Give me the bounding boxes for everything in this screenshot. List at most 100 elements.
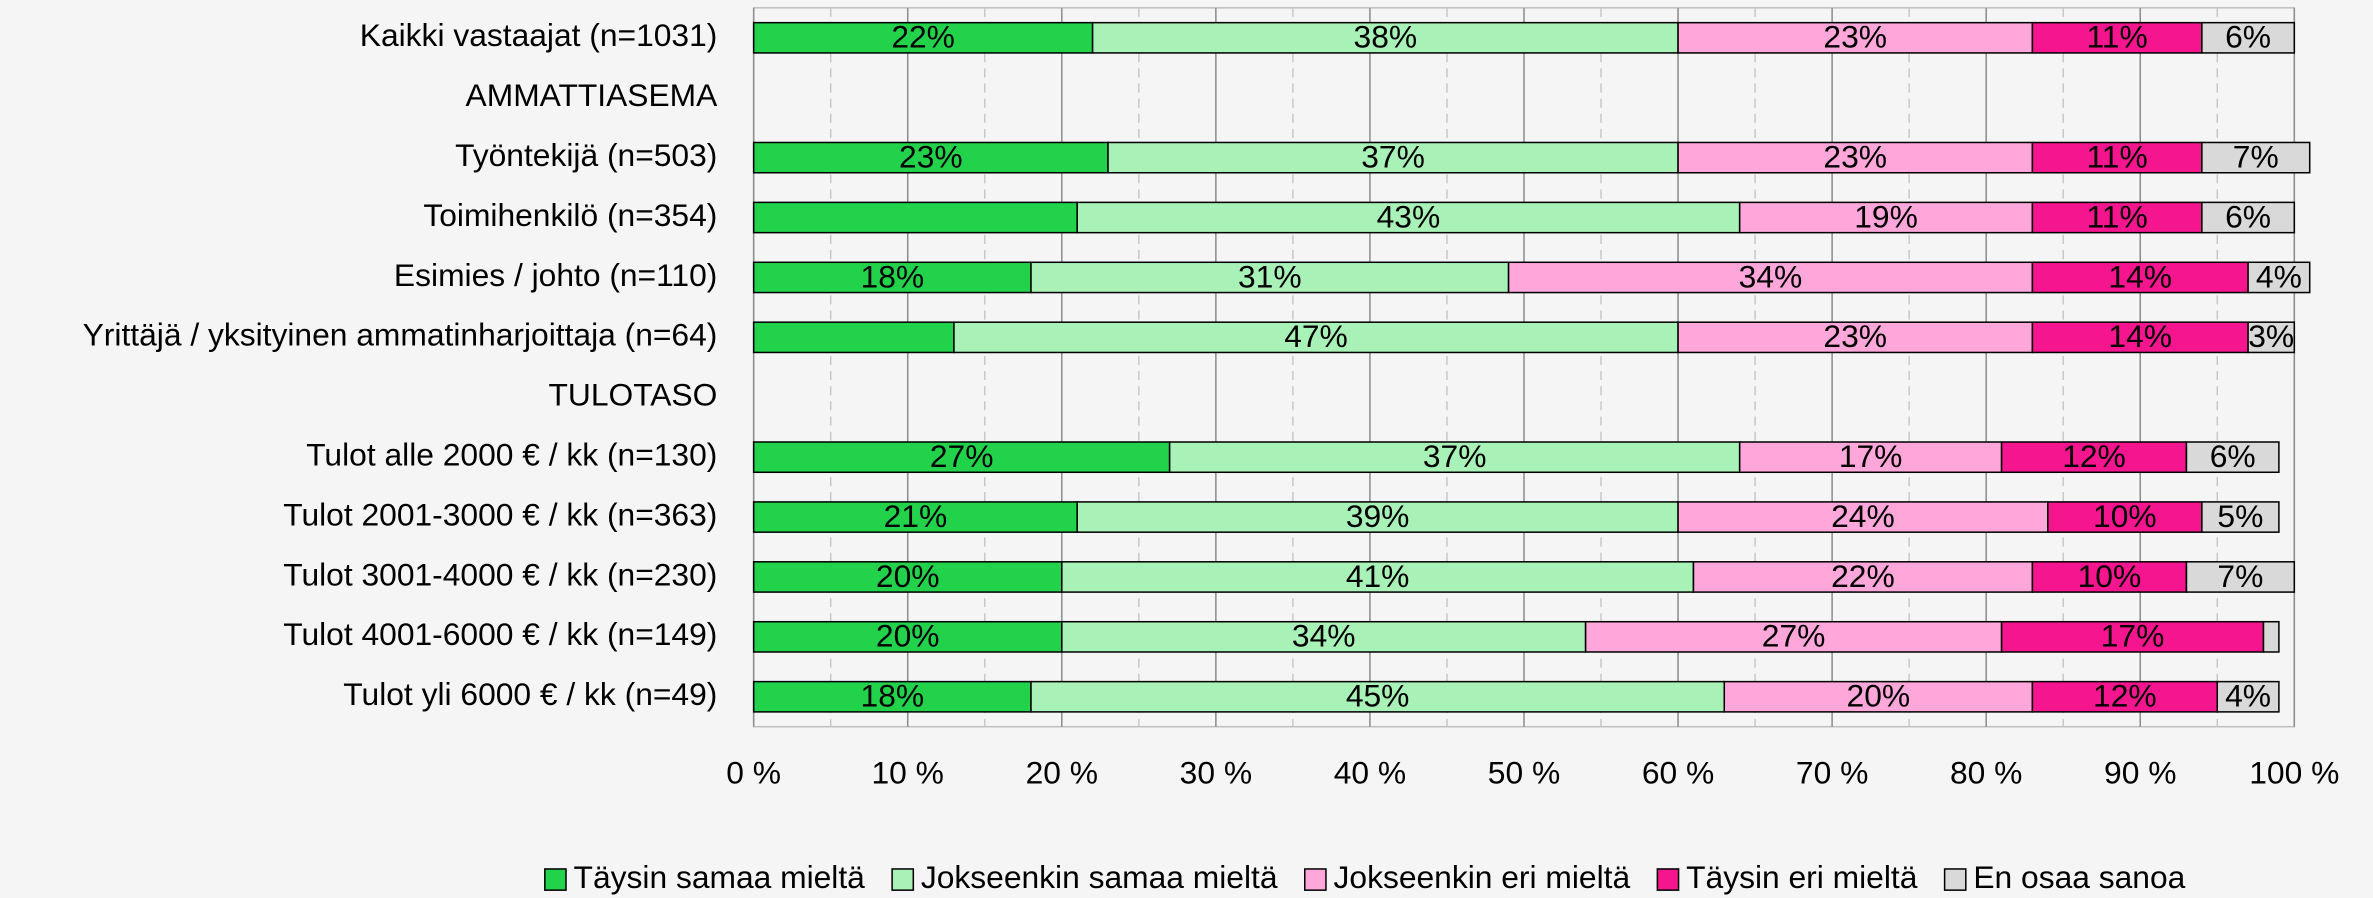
bar-segment xyxy=(1584,620,2003,653)
bar-segment xyxy=(752,261,1032,294)
data-label: 7% xyxy=(2233,139,2279,175)
data-label: 23% xyxy=(1823,139,1887,175)
data-label: 31% xyxy=(1238,258,1302,294)
data-label: 17% xyxy=(2101,618,2165,654)
y-tick-label: Tulot 4001-6000 € / kk (n=149) xyxy=(283,616,717,652)
data-label: 41% xyxy=(1346,558,1410,594)
data-label: 45% xyxy=(1346,678,1410,714)
data-label: 37% xyxy=(1361,139,1425,175)
data-label: 39% xyxy=(1346,498,1410,534)
x-tick-label: 80 % xyxy=(1950,755,2022,791)
bar-segment xyxy=(1061,620,1587,653)
data-label: 20% xyxy=(876,618,940,654)
bar-segment xyxy=(752,620,1063,653)
bar-segment xyxy=(2247,321,2296,354)
data-label: 6% xyxy=(2225,19,2271,55)
data-label: 12% xyxy=(2093,678,2157,714)
bar-segment xyxy=(1738,441,2003,474)
data-label: 10% xyxy=(2093,498,2157,534)
data-label: 27% xyxy=(930,438,994,474)
legend-label: Jokseenkin eri mieltä xyxy=(1334,859,1631,895)
bar-segment xyxy=(2031,261,2249,294)
bar-segment xyxy=(1677,321,2034,354)
data-label: 47% xyxy=(1284,318,1348,354)
bar-segment xyxy=(2031,141,2203,174)
x-tick-label: 20 % xyxy=(1026,755,1098,791)
bar-segment xyxy=(752,201,1078,234)
bar-segment xyxy=(2201,201,2296,234)
x-tick-label: 40 % xyxy=(1334,755,1406,791)
x-tick-label: 60 % xyxy=(1642,755,1714,791)
data-label: 24% xyxy=(1831,498,1895,534)
y-tick-label: Työntekijä (n=503) xyxy=(455,137,717,173)
bar-segment xyxy=(752,21,1094,54)
data-label: 38% xyxy=(1354,19,1418,55)
bar-segment xyxy=(752,561,1063,593)
bar-segment xyxy=(1677,21,2034,54)
bar-segment xyxy=(752,321,955,354)
data-label: 23% xyxy=(1823,318,1887,354)
y-tick-label: AMMATTIASEMA xyxy=(466,77,719,113)
x-tick-label: 50 % xyxy=(1488,755,1560,791)
bar-segment xyxy=(2201,501,2280,533)
legend-label: Täysin eri mieltä xyxy=(1686,859,1918,895)
bar-segment xyxy=(2047,501,2203,533)
bar-segment xyxy=(1738,201,2034,234)
x-tick-label: 70 % xyxy=(1796,755,1868,791)
data-label: 34% xyxy=(1292,618,1356,654)
bar-segment xyxy=(2201,141,2311,174)
y-tick-label: Yrittäjä / yksityinen ammatinharjoittaja… xyxy=(83,317,718,353)
x-tick-label: 100 % xyxy=(2249,755,2339,791)
bar-segment xyxy=(2185,441,2280,474)
data-label: 4% xyxy=(2256,258,2302,294)
y-tick-label: Tulot alle 2000 € / kk (n=130) xyxy=(306,437,717,473)
data-label: 18% xyxy=(861,258,925,294)
legend-swatch xyxy=(1943,868,1967,891)
y-tick-label: Tulot 3001-4000 € / kk (n=230) xyxy=(283,556,717,592)
data-label: 11% xyxy=(2087,139,2148,175)
y-tick-label: Toimihenkilö (n=354) xyxy=(423,197,717,233)
bar-segment xyxy=(1107,141,1679,174)
y-tick-label: TULOTASO xyxy=(548,377,717,413)
data-label: 43% xyxy=(1377,198,1441,234)
bar-segment xyxy=(2201,21,2296,54)
bar-segment xyxy=(2216,680,2280,713)
data-label: 11% xyxy=(2087,19,2148,55)
legend-label: En osaa sanoa xyxy=(1973,859,2185,895)
bar-segment xyxy=(2247,261,2311,294)
bar-segment xyxy=(1677,501,2049,533)
bar-segment xyxy=(1723,680,2034,713)
data-label: 6% xyxy=(2210,438,2256,474)
legend-swatch xyxy=(891,868,915,891)
legend-label: Jokseenkin samaa mieltä xyxy=(921,859,1278,895)
y-tick-label: Kaikki vastaajat (n=1031) xyxy=(360,17,718,53)
data-label: 34% xyxy=(1739,258,1803,294)
data-label: 7% xyxy=(2217,558,2263,594)
data-label: 12% xyxy=(2062,438,2126,474)
bar-segment xyxy=(1507,261,2034,294)
y-tick-label: Tulot yli 6000 € / kk (n=49) xyxy=(343,676,717,712)
data-label: 10% xyxy=(2078,558,2142,594)
bar-segment xyxy=(2185,561,2296,593)
x-tick-label: 30 % xyxy=(1180,755,1252,791)
data-label: 22% xyxy=(891,19,955,55)
bar-segment xyxy=(1061,561,1695,593)
data-label: 3% xyxy=(2248,318,2294,354)
bar-segment xyxy=(2031,321,2249,354)
bar-segment xyxy=(1076,201,1741,234)
bar-segment xyxy=(2000,441,2188,474)
data-label: 20% xyxy=(876,558,940,594)
data-label: 14% xyxy=(2108,258,2172,294)
x-tick-label: 10 % xyxy=(872,755,944,791)
bar-segment xyxy=(1091,21,1679,54)
bar-segment xyxy=(752,441,1171,474)
bar-segment xyxy=(752,680,1032,713)
x-tick-label: 90 % xyxy=(2104,755,2176,791)
legend-swatch xyxy=(1656,868,1680,891)
bar-segment xyxy=(2031,561,2188,593)
data-label: 19% xyxy=(1854,198,1918,234)
legend-swatch xyxy=(544,868,567,891)
x-tick-label: 0 % xyxy=(726,755,781,791)
bar-segment xyxy=(953,321,1679,354)
